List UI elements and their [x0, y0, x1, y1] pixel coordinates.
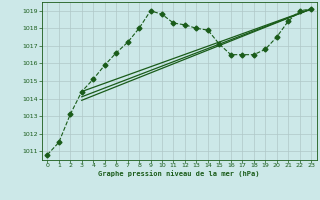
X-axis label: Graphe pression niveau de la mer (hPa): Graphe pression niveau de la mer (hPa)	[99, 170, 260, 177]
